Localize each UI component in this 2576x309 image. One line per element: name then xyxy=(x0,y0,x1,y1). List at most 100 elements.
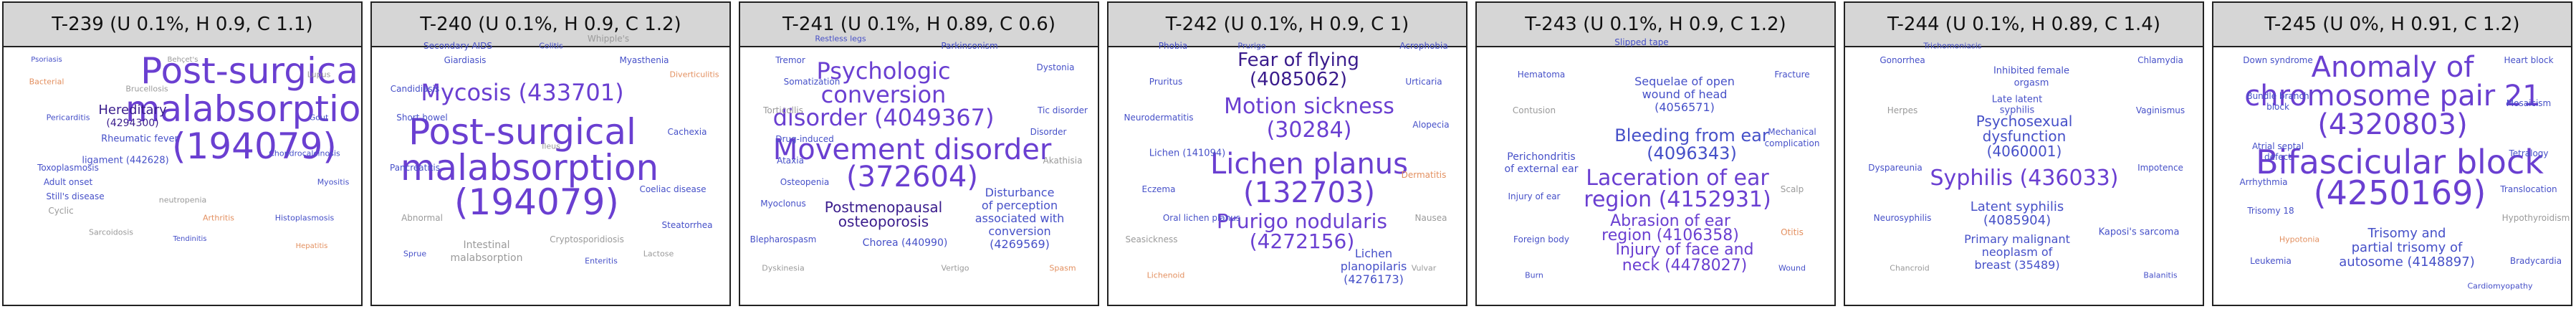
cloud-term: Neurodermatitis xyxy=(1124,113,1194,123)
cloud-term: Herpes xyxy=(1887,105,1918,115)
word-cloud: Anomaly of chromosome pair 21 (4320803) Bif… xyxy=(2213,47,2571,305)
cloud-term: Post-surgical xyxy=(140,50,363,92)
cloud-term: Lupus xyxy=(307,70,331,80)
cloud-term: Motion sickness xyxy=(1224,94,1394,119)
cloud-term: Foreign body xyxy=(1513,234,1569,244)
cloud-term: Latent syphilis xyxy=(1970,199,2064,214)
cloud-term: Toxoplasmosis xyxy=(37,163,99,173)
cloud-term: Tic disorder xyxy=(1038,105,1088,115)
cloud-term: (4085062) xyxy=(1249,69,1348,90)
cloud-term: Anomaly of xyxy=(2311,51,2474,84)
topic-panel: T-243 (U 0.1%, H 0.9, C 1.2) Sequelae of … xyxy=(1475,1,1836,306)
cloud-term: Enteritis xyxy=(585,256,618,266)
cloud-term: (30284) xyxy=(1266,118,1352,143)
cloud-term: Burn xyxy=(1525,270,1543,280)
cloud-term: Late latent xyxy=(1991,94,2043,105)
cloud-term: (4320803) xyxy=(2317,108,2468,141)
cloud-term: Pruritus xyxy=(1149,77,1183,87)
cloud-term: block xyxy=(2266,102,2289,112)
cloud-term: (4056571) xyxy=(1655,100,1715,114)
cloud-term: Movement disorder xyxy=(772,133,1052,166)
cloud-term: (372604) xyxy=(846,161,978,194)
cloud-term: Prurigo xyxy=(1237,41,1266,51)
cloud-term: Vaginismus xyxy=(2135,105,2185,115)
cloud-term: Cardiomyopathy xyxy=(2467,281,2533,291)
cloud-term: Scalp xyxy=(1780,184,1804,194)
panel-title: T-244 (U 0.1%, H 0.89, C 1.4) xyxy=(1845,3,2203,47)
cloud-term: neck (4478027) xyxy=(1622,257,1748,275)
cloud-term: of external ear xyxy=(1504,163,1579,175)
cloud-term: (4269569) xyxy=(990,237,1050,251)
cloud-term: Arrhythmia xyxy=(2239,177,2288,187)
word-cloud: Psychologic conversion disorder (4049367) M… xyxy=(740,35,1098,305)
cloud-term: wound of head xyxy=(1642,87,1728,101)
cloud-term: Bundle branch xyxy=(2246,91,2309,101)
cloud-term: Colitis xyxy=(539,41,563,51)
cloud-term: Dyspareunia xyxy=(1868,163,1923,173)
cloud-term: Torticollis xyxy=(763,105,803,115)
cloud-term: malabsorption xyxy=(400,147,659,189)
cloud-term: Trisomy and xyxy=(2367,226,2446,241)
cloud-term: partial trisomy of xyxy=(2351,240,2463,255)
cloud-term: osteoporosis xyxy=(838,213,929,230)
cloud-term: Cryptosporidiosis xyxy=(550,234,624,244)
cloud-term: (194079) xyxy=(454,181,619,223)
cloud-term: planopilaris xyxy=(1340,260,1407,273)
cloud-term: Dystonia xyxy=(1036,62,1075,72)
cloud-term: Acrophobia xyxy=(1399,41,1448,51)
cloud-term: Gout xyxy=(309,113,329,123)
cloud-term: Fracture xyxy=(1774,70,1810,80)
cloud-term: Injury of ear xyxy=(1508,191,1561,201)
cloud-term: Kaposi's sarcoma xyxy=(2098,227,2180,238)
cloud-term: Dermatitis xyxy=(1401,170,1447,180)
cloud-term: Alopecia xyxy=(1412,120,1450,130)
topic-panel: T-239 (U 0.1%, H 0.9, C 1.1) Post-surgica… xyxy=(2,1,363,306)
cloud-term: Phobia xyxy=(1158,41,1188,51)
cloud-term: Sequelae of open xyxy=(1634,75,1735,88)
cloud-term: associated with xyxy=(975,211,1065,225)
cloud-term: Prurigo nodularis xyxy=(1217,209,1387,233)
cloud-term: Leukemia xyxy=(2250,256,2292,266)
cloud-term: Gonorrhea xyxy=(1880,55,1925,65)
topic-panel: T-241 (U 0.1%, H 0.89, C 0.6) Psychologic… xyxy=(739,1,1099,306)
cloud-term: Seasickness xyxy=(1125,234,1178,244)
cloud-term: Arthritis xyxy=(202,213,235,223)
cloud-term: Laceration of ear xyxy=(1586,166,1769,191)
panel-title: T-241 (U 0.1%, H 0.89, C 0.6) xyxy=(740,3,1098,47)
cloud-term: Mechanical xyxy=(1768,127,1816,137)
cloud-term: Intestinal xyxy=(463,239,510,251)
cloud-term: (132703) xyxy=(1243,176,1375,209)
cloud-term: Cachexia xyxy=(667,127,707,137)
cloud-term: (194079) xyxy=(172,125,337,167)
cloud-term: Heart block xyxy=(2504,55,2554,65)
cloud-term: Down syndrome xyxy=(2243,55,2313,65)
cloud-term: Myasthenia xyxy=(619,55,669,65)
cloud-term: Pericarditis xyxy=(46,113,90,123)
cloud-term: Steatorrhea xyxy=(661,220,713,230)
cloud-term: Hematoma xyxy=(1517,70,1566,80)
cloud-term: Behçet's xyxy=(167,56,198,64)
cloud-term: (4276173) xyxy=(1344,272,1404,286)
cloud-term: Coeliac disease xyxy=(639,184,707,194)
cloud-term: Lichenoid xyxy=(1146,270,1185,280)
cloud-term: Chondrocalcinosis xyxy=(269,148,340,158)
cloud-term: Lichen planus xyxy=(1210,148,1408,181)
cloud-term: Osteopenia xyxy=(780,177,830,187)
cloud-term: neutropenia xyxy=(158,195,207,205)
cloud-term: Inhibited female xyxy=(1993,65,2070,77)
cloud-term: Bacterial xyxy=(29,77,64,87)
topic-panel: T-240 (U 0.1%, H 0.9, C 1.2) Mycosis (433… xyxy=(370,1,731,306)
cloud-term: dysfunction xyxy=(1982,128,2067,145)
cloud-term: Post-surgical xyxy=(408,111,636,153)
panel-title: T-243 (U 0.1%, H 0.9, C 1.2) xyxy=(1477,3,1834,47)
cloud-term: Trichomoniasis xyxy=(1923,41,1982,51)
cloud-term: Tremor xyxy=(775,55,805,65)
cloud-term: Secondary AIDS xyxy=(423,41,492,51)
cloud-term: Tendinitis xyxy=(173,235,207,243)
cloud-term: defect xyxy=(2264,152,2292,162)
cloud-term: Diverticulitis xyxy=(669,70,719,80)
cloud-term: Chorea (440990) xyxy=(862,237,948,249)
cloud-term: Mycosis (433701) xyxy=(421,79,624,106)
word-cloud: Fear of flying (4085062) Motion sickness (3… xyxy=(1109,42,1466,305)
topic-panel: T-245 (U 0%, H 0.91, C 1.2) Anomaly of chr… xyxy=(2212,1,2572,306)
